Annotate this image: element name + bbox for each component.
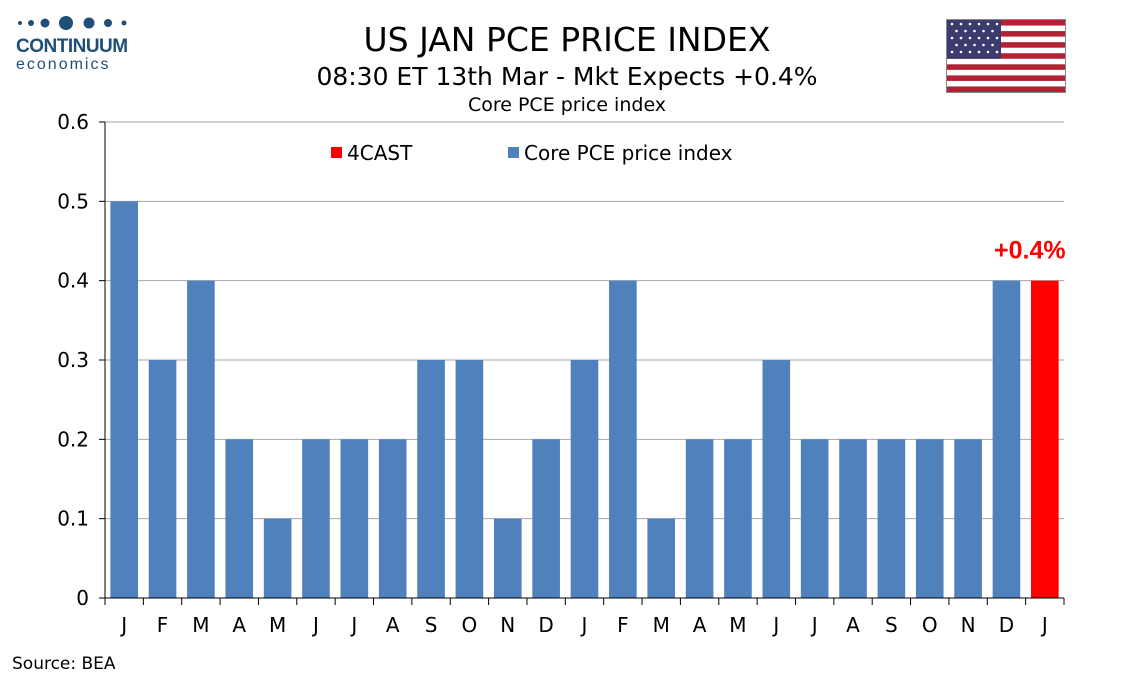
x-tick-label: J xyxy=(349,613,357,637)
bar xyxy=(647,518,676,598)
logo-name: CONTINUUM xyxy=(16,36,128,57)
bar xyxy=(302,439,330,598)
bar xyxy=(340,439,369,598)
y-tick-label: 0.2 xyxy=(57,427,89,451)
page-subtitle: 08:30 ET 13th Mar - Mkt Expects +0.4% xyxy=(316,62,818,91)
bar xyxy=(954,439,982,598)
x-tick-label: M xyxy=(192,613,209,637)
x-tick-label: A xyxy=(846,613,860,637)
x-tick-label: S xyxy=(885,613,898,637)
x-tick-label: J xyxy=(1040,613,1048,637)
bar xyxy=(570,360,599,598)
x-tick-label: F xyxy=(617,613,629,637)
x-tick-label: N xyxy=(961,613,976,637)
bar xyxy=(378,439,407,598)
bar xyxy=(417,360,445,598)
continuum-logo: CONTINUUM economics xyxy=(14,14,134,76)
legend-label: 4CAST xyxy=(347,141,413,165)
legend-label: Core PCE price index xyxy=(524,141,733,165)
bar xyxy=(839,439,867,598)
bar xyxy=(915,439,944,598)
x-tick-label: J xyxy=(119,613,127,637)
x-tick-label: D xyxy=(538,613,553,637)
x-tick-label: M xyxy=(653,613,670,637)
bar xyxy=(225,439,254,598)
x-tick-label: S xyxy=(425,613,438,637)
bar xyxy=(493,518,522,598)
bar xyxy=(110,201,138,599)
bar xyxy=(685,439,714,598)
x-tick-label: J xyxy=(771,613,779,637)
bar xyxy=(800,439,829,598)
bar xyxy=(609,280,637,598)
bar xyxy=(455,360,484,598)
x-tick-label: O xyxy=(922,613,938,637)
bar xyxy=(532,439,560,598)
logo-dots-icon xyxy=(18,16,127,30)
x-tick-label: J xyxy=(311,613,319,637)
x-tick-label: O xyxy=(462,613,478,637)
x-tick-label: M xyxy=(729,613,746,637)
x-tick-label: D xyxy=(999,613,1014,637)
page-title: US JAN PCE PRICE INDEX xyxy=(363,20,771,59)
x-tick-label: F xyxy=(157,613,169,637)
x-tick-label: M xyxy=(269,613,286,637)
x-tick-label: N xyxy=(500,613,515,637)
logo-tagline: economics xyxy=(16,56,111,73)
x-tick-label: A xyxy=(232,613,246,637)
y-tick-label: 0.3 xyxy=(57,348,89,372)
bar xyxy=(1031,280,1059,598)
legend-swatch xyxy=(508,147,519,158)
y-tick-label: 0.1 xyxy=(57,507,89,531)
forecast-annotation: +0.4% xyxy=(994,237,1066,265)
y-tick-label: 0.5 xyxy=(57,189,89,213)
legend-swatch xyxy=(331,147,342,158)
bar xyxy=(724,439,752,598)
y-tick-label: 0.4 xyxy=(57,269,89,293)
x-tick-label: J xyxy=(810,613,818,637)
chart-title: Core PCE price index xyxy=(467,94,667,116)
bar xyxy=(877,439,906,598)
us-flag-icon xyxy=(946,19,1066,93)
x-tick-label: A xyxy=(693,613,707,637)
y-tick-label: 0.6 xyxy=(57,110,89,134)
bar xyxy=(263,518,292,598)
x-tick-label: A xyxy=(386,613,400,637)
x-tick-label: J xyxy=(580,613,588,637)
bar xyxy=(762,360,791,598)
bar xyxy=(148,360,177,598)
bar xyxy=(992,280,1021,598)
bar xyxy=(187,280,215,598)
y-tick-label: 0 xyxy=(76,586,89,610)
source-note: Source: BEA xyxy=(12,654,116,674)
